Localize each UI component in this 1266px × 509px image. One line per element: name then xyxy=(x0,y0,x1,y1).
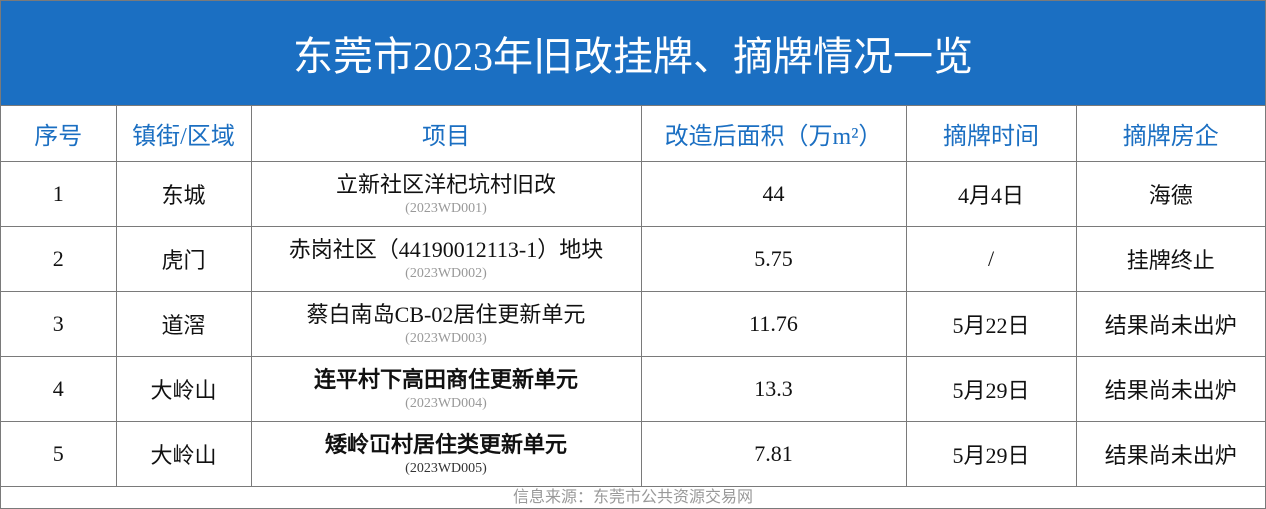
cell-date: 5月22日 xyxy=(905,291,1077,357)
cell-company: 结果尚未出炉 xyxy=(1075,356,1265,422)
cell-no: 4 xyxy=(1,356,117,422)
cell-area: 7.81 xyxy=(640,421,907,487)
project-name: 矮岭冚村居住类更新单元 xyxy=(324,432,567,457)
column-header: 摘牌房企 xyxy=(1075,106,1265,162)
cell-date: / xyxy=(905,226,1077,292)
cell-company: 海德 xyxy=(1075,161,1265,227)
cell-town: 道滘 xyxy=(115,291,252,357)
header-row: 序号 镇街/区域 项目 改造后面积（万m²） 摘牌时间 摘牌房企 xyxy=(1,106,1265,162)
cell-no: 1 xyxy=(1,161,117,227)
table-row: 1 东城 立新社区洋杞坑村旧改 (2023WD001) 44 4月4日 海德 xyxy=(1,161,1265,227)
project-name: 立新社区洋杞坑村旧改 xyxy=(335,172,556,197)
project-code: (2023WD002) xyxy=(405,266,487,281)
column-header: 镇街/区域 xyxy=(115,106,252,162)
table-row: 2 虎门 赤岗社区（44190012113-1）地块 (2023WD002) 5.75/… xyxy=(1,226,1265,292)
table-row: 4 大岭山 连平村下高田商住更新单元 (2023WD004) 13.3 5月29日 结果尚未… xyxy=(1,356,1265,422)
cell-no: 3 xyxy=(1,291,117,357)
column-header: 项目 xyxy=(250,106,642,162)
column-header: 序号 xyxy=(1,106,117,162)
cell-company: 结果尚未出炉 xyxy=(1075,291,1265,357)
cell-project: 蔡白南岛CB-02居住更新单元 (2023WD003) xyxy=(250,291,642,357)
source: 信息来源：东莞市公共资源交易网 xyxy=(512,489,753,506)
cell-area: 44 xyxy=(640,161,907,227)
cell-no: 5 xyxy=(1,421,117,487)
cell-company: 挂牌终止 xyxy=(1075,226,1265,292)
column-header: 改造后面积（万m²） xyxy=(640,106,907,162)
project-name: 蔡白南岛CB-02居住更新单元 xyxy=(306,302,586,327)
cell-town: 大岭山 xyxy=(115,421,252,487)
cell-area: 11.76 xyxy=(640,291,907,357)
project-name: 连平村下高田商住更新单元 xyxy=(313,367,578,392)
cell-town: 东城 xyxy=(115,161,252,227)
cell-project: 连平村下高田商住更新单元 (2023WD004) xyxy=(250,356,642,422)
cell-company: 结果尚未出炉 xyxy=(1075,421,1265,487)
title: 东莞市2023年旧改挂牌、摘牌情况一览 xyxy=(1,1,1265,106)
table: 序号 镇街/区域 项目 改造后面积（万m²） 摘牌时间 摘牌房企 1 东城 立新社区洋杞坑村旧… xyxy=(1,106,1265,487)
cell-project: 赤岗社区（44190012113-1）地块 (2023WD002) xyxy=(250,226,642,292)
project-code: (2023WD005) xyxy=(405,461,487,476)
cell-town: 大岭山 xyxy=(115,356,252,422)
project-name: 赤岗社区（44190012113-1）地块 xyxy=(288,237,604,262)
project-code: (2023WD004) xyxy=(405,396,487,411)
cell-date: 4月4日 xyxy=(905,161,1077,227)
cell-project: 矮岭冚村居住类更新单元 (2023WD005) xyxy=(250,421,642,487)
project-code: (2023WD001) xyxy=(405,201,487,216)
project-code: (2023WD003) xyxy=(405,331,487,346)
cell-area: 5.75 xyxy=(640,226,907,292)
table-row: 3 道滘 蔡白南岛CB-02居住更新单元 (2023WD003) 11.76 5月22日结… xyxy=(1,291,1265,357)
table-row: 5 大岭山 矮岭冚村居住类更新单元 (2023WD005) 7.81 5月29日 结果尚未出… xyxy=(1,421,1265,487)
cell-no: 2 xyxy=(1,226,117,292)
cell-date: 5月29日 xyxy=(905,421,1077,487)
cell-town: 虎门 xyxy=(115,226,252,292)
cell-date: 5月29日 xyxy=(905,356,1077,422)
column-header: 摘牌时间 xyxy=(905,106,1077,162)
cell-project: 立新社区洋杞坑村旧改 (2023WD001) xyxy=(250,161,642,227)
cell-area: 13.3 xyxy=(640,356,907,422)
